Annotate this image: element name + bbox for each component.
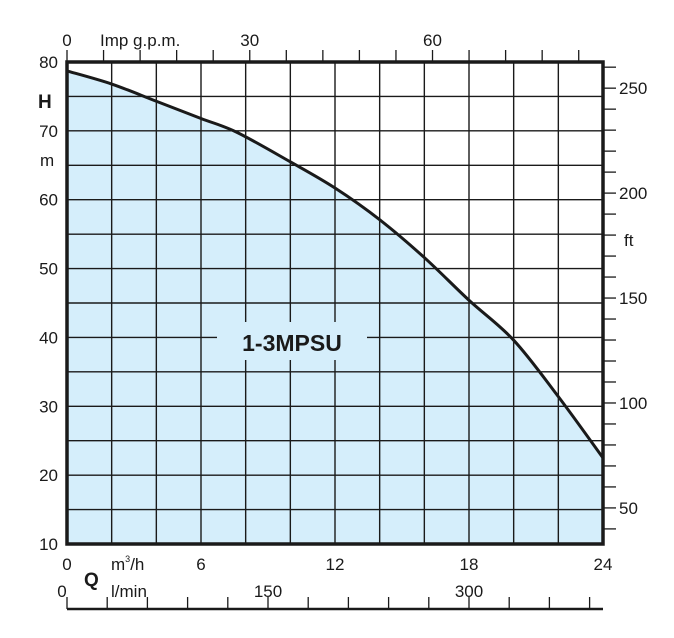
y-tick-label: 30	[39, 397, 58, 416]
right-tick-label: 50	[619, 499, 638, 518]
lmin-tick-label: 300	[455, 582, 483, 601]
x-axis-symbol: Q	[84, 570, 99, 591]
lmin-tick-label: 0	[57, 582, 66, 601]
series-label-background	[217, 322, 367, 360]
lmin-axis-unit: l/min	[111, 582, 147, 601]
x-axis-unit-sup: 3	[125, 554, 130, 564]
top-tick-label: 30	[240, 31, 259, 50]
x-axis-unit-base: m	[111, 555, 125, 574]
performance-curve	[66, 69, 605, 459]
y-tick-label: 70	[39, 122, 58, 141]
series-label: 1-3MPSU	[242, 330, 342, 356]
y-tick-label: 50	[39, 260, 58, 279]
top-tick-label: 0	[62, 31, 71, 50]
right-tick-label: 200	[619, 184, 647, 203]
top-axis-unit: Imp g.p.m.	[100, 31, 180, 50]
y-tick-label: 40	[39, 328, 58, 347]
right-tick-label: 250	[619, 79, 647, 98]
plot-frame	[65, 60, 605, 546]
x-tick-label: 6	[196, 555, 205, 574]
right-tick-label: 150	[619, 289, 647, 308]
right-axis-unit: ft	[624, 231, 634, 250]
lmin-tick-label: 150	[254, 582, 282, 601]
top-tick-label: 60	[423, 31, 442, 50]
right-tick-label: 100	[619, 394, 647, 413]
y-tick-label: 80	[39, 53, 58, 72]
x-tick-label: 24	[594, 555, 613, 574]
x-tick-label: 0	[62, 555, 71, 574]
y-axis-unit: m	[40, 151, 54, 170]
y-axis-symbol: H	[38, 92, 52, 113]
x-axis-unit: m3/h	[111, 554, 144, 574]
y-tick-label: 10	[39, 535, 58, 554]
y-tick-label: 20	[39, 466, 58, 485]
x-tick-label: 12	[326, 555, 345, 574]
x-axis-unit-tail: /h	[130, 555, 144, 574]
y-tick-label: 60	[39, 191, 58, 210]
x-tick-label: 18	[460, 555, 479, 574]
